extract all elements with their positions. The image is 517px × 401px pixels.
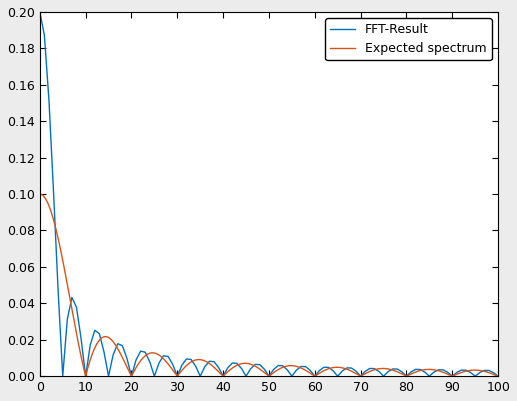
Expected spectrum bbox=[481, 369, 488, 374]
Expected spectrum bbox=[482, 369, 488, 374]
Legend: FFT-Result, Expected spectrum: FFT-Result, Expected spectrum bbox=[325, 18, 492, 61]
Expected spectrum bbox=[60, 260, 66, 265]
FFT-Result bbox=[495, 374, 501, 379]
FFT-Result bbox=[362, 369, 368, 374]
FFT-Result bbox=[252, 362, 258, 367]
Line: Expected spectrum: Expected spectrum bbox=[40, 194, 498, 376]
Expected spectrum bbox=[37, 192, 43, 196]
FFT-Result bbox=[220, 374, 226, 379]
FFT-Result bbox=[69, 295, 75, 300]
Expected spectrum bbox=[248, 362, 254, 367]
FFT-Result bbox=[151, 374, 158, 379]
Expected spectrum bbox=[495, 374, 501, 379]
Expected spectrum bbox=[260, 369, 266, 374]
FFT-Result bbox=[37, 10, 43, 14]
FFT-Result bbox=[385, 369, 391, 374]
Expected spectrum bbox=[398, 371, 404, 376]
Line: FFT-Result: FFT-Result bbox=[40, 12, 498, 376]
FFT-Result bbox=[316, 368, 323, 373]
